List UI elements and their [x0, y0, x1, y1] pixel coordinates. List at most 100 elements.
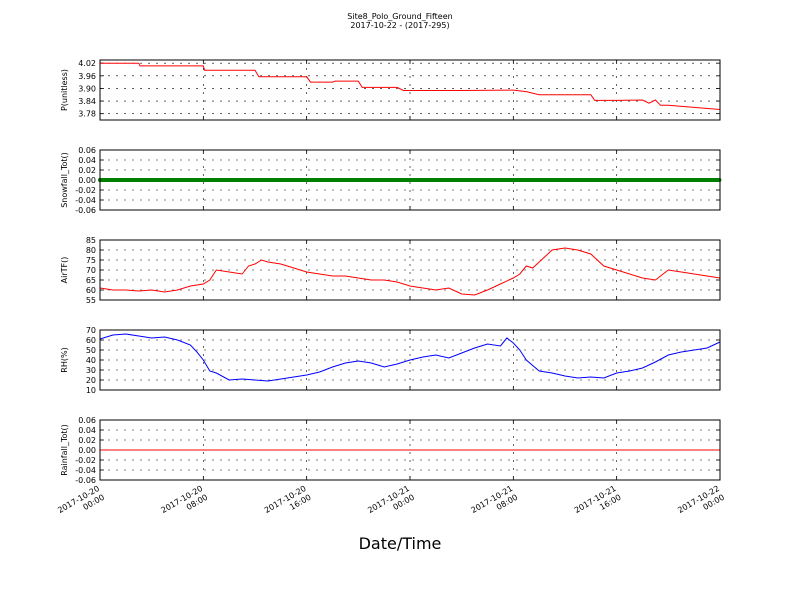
data-point: [432, 178, 437, 182]
data-point: [333, 178, 338, 182]
chart-subtitle: 2017-10-22 - (2017-295): [350, 21, 450, 30]
data-point: [319, 178, 324, 182]
data-point: [215, 178, 220, 182]
data-point: [134, 178, 139, 182]
data-point: [495, 178, 500, 182]
data-point: [559, 178, 564, 182]
data-point: [310, 178, 315, 182]
data-point: [364, 178, 369, 182]
data-point: [541, 178, 546, 182]
data-point: [116, 178, 121, 182]
y-tick-label: 3.90: [78, 84, 96, 93]
data-point: [532, 178, 536, 182]
data-point: [111, 178, 116, 182]
data-point: [179, 178, 184, 182]
data-point: [170, 178, 175, 182]
data-point: [428, 178, 433, 182]
x-tick-label: 2017-10-2116:00: [573, 484, 623, 524]
y-tick-label: 0.06: [78, 146, 96, 155]
data-point: [577, 178, 582, 182]
data-point: [649, 178, 654, 182]
data-point: [455, 178, 460, 182]
x-tick-label: 2017-10-2016:00: [263, 484, 313, 524]
data-point: [518, 178, 523, 182]
data-point: [708, 178, 713, 182]
data-point: [369, 178, 374, 182]
y-tick-label: 3.96: [78, 72, 96, 81]
y-tick-label: 0.02: [78, 436, 96, 445]
x-tick-label: 2017-10-2108:00: [470, 484, 520, 524]
data-point: [305, 178, 310, 182]
data-point: [301, 178, 306, 182]
data-point: [617, 178, 622, 182]
x-tick-label: 2017-10-2008:00: [160, 484, 210, 524]
data-point: [590, 178, 595, 182]
data-point: [473, 178, 478, 182]
data-point: [247, 178, 252, 182]
x-axis-label: Date/Time: [358, 534, 442, 553]
data-point: [405, 178, 410, 182]
data-point: [477, 178, 482, 182]
data-point: [256, 178, 261, 182]
data-point: [482, 178, 487, 182]
panel-1: 0.060.040.020.00-0.02-0.04-0.06 Snowfall_…: [60, 146, 722, 215]
data-point: [283, 178, 288, 182]
data-point: [663, 178, 668, 182]
y-tick-label: 70: [86, 266, 96, 275]
x-tick-label: 2017-10-2200:00: [676, 484, 726, 524]
data-point: [513, 178, 518, 182]
data-point: [147, 178, 152, 182]
y-tick-label: 0.02: [78, 166, 96, 175]
data-point: [125, 178, 130, 182]
data-point: [608, 178, 613, 182]
data-point: [685, 178, 690, 182]
y-tick-label: 85: [86, 236, 96, 245]
data-point: [260, 178, 265, 182]
data-point: [373, 178, 378, 182]
data-point: [355, 178, 360, 182]
data-point: [658, 178, 663, 182]
data-point: [595, 178, 600, 182]
data-point: [645, 178, 650, 182]
y-tick-label: 60: [86, 336, 96, 345]
data-point: [572, 178, 577, 182]
data-point: [265, 178, 270, 182]
data-point: [138, 178, 143, 182]
data-point: [500, 178, 505, 182]
data-point: [522, 178, 527, 182]
data-point: [509, 178, 514, 182]
y-tick-label: 55: [86, 296, 96, 305]
data-point: [197, 178, 202, 182]
data-point: [667, 178, 672, 182]
data-point: [599, 178, 604, 182]
data-point: [315, 178, 319, 182]
data-point: [129, 178, 134, 182]
data-point: [486, 178, 491, 182]
data-point: [717, 178, 722, 182]
data-point: [622, 178, 627, 182]
data-point: [613, 178, 618, 182]
series-line: [99, 247, 721, 296]
data-point: [102, 178, 107, 182]
x-tick-label: 2017-10-2100:00: [366, 484, 416, 524]
data-point: [568, 178, 573, 182]
data-point: [292, 178, 297, 182]
data-point: [423, 178, 428, 182]
data-point: [640, 178, 645, 182]
data-point: [712, 178, 717, 182]
data-point: [681, 178, 686, 182]
data-point: [296, 178, 301, 182]
y-tick-label: 0.00: [78, 446, 96, 455]
data-point: [211, 178, 216, 182]
data-point: [242, 178, 247, 182]
series-line: [100, 62, 721, 110]
y-tick-label: 60: [86, 286, 96, 295]
data-point: [224, 178, 229, 182]
y-axis-label: Snowfall_Tot(): [60, 152, 69, 208]
data-point: [328, 178, 333, 182]
data-point: [174, 178, 179, 182]
data-point: [464, 178, 469, 182]
data-point: [346, 178, 351, 182]
